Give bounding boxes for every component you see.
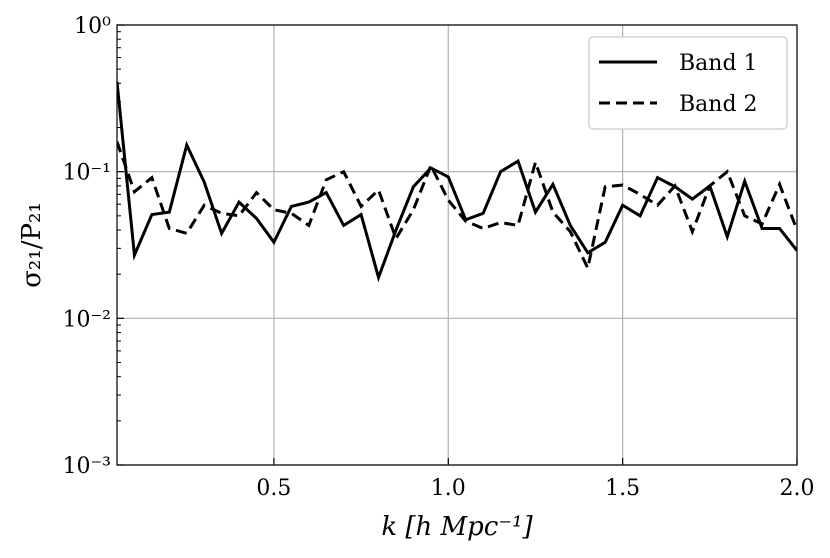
x-tick-label: 0.5: [256, 476, 291, 501]
legend-label: Band 2: [679, 92, 758, 117]
y-tick-label: 10⁰: [74, 14, 111, 39]
y-tick-label: 10⁻²: [63, 307, 111, 332]
x-tick-label: 1.0: [431, 476, 466, 501]
x-tick-label: 2.0: [780, 476, 815, 501]
legend-box: [588, 36, 788, 130]
series-line: [117, 141, 797, 273]
x-axis-label: k [h Mpc⁻¹]: [381, 512, 533, 542]
series-line: [117, 81, 797, 283]
y-tick-label: 10⁻¹: [63, 161, 111, 186]
y-tick-label: 10⁻³: [63, 454, 111, 479]
y-axis-label: σ₂₁/P₂₁: [17, 202, 47, 288]
x-tick-label: 1.5: [605, 476, 640, 501]
plot-frame: [116, 24, 798, 466]
legend-label: Band 1: [679, 51, 758, 76]
